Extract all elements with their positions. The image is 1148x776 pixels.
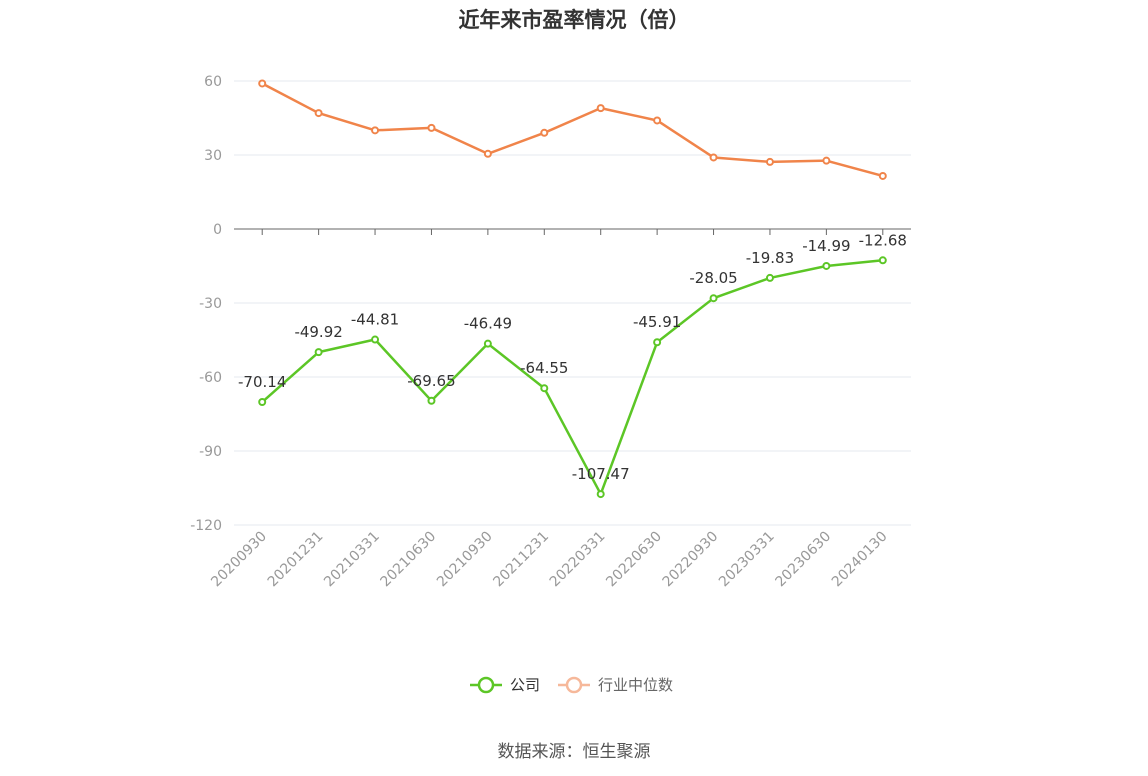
data-label: -70.14 [238, 373, 286, 391]
data-point-industry [483, 149, 492, 158]
data-label: -45.91 [633, 313, 681, 331]
y-tick-label: -30 [199, 296, 222, 312]
y-tick-label: 30 [204, 148, 222, 164]
data-label: -69.65 [407, 372, 455, 390]
data-label: -44.81 [351, 311, 399, 329]
x-tick-label: 20201231 [265, 529, 327, 591]
data-point-industry [765, 157, 774, 166]
data-point-company [765, 273, 774, 282]
label-layer: -70.14 -49.92 -44.81 -69.65 -46.49 -64.55 -107… [238, 231, 907, 483]
x-tick-label: 20220930 [660, 529, 722, 591]
data-point-industry [314, 109, 323, 118]
x-tick-label: 20210331 [321, 529, 383, 591]
x-tick-label: 20211231 [490, 529, 552, 591]
grid-layer [234, 80, 911, 526]
legend[interactable]: 公司 行业中位数 [470, 676, 673, 694]
data-point-company [483, 339, 492, 348]
series-line-company [261, 259, 883, 496]
data-label: -46.49 [464, 315, 512, 333]
series-line-industry [261, 82, 884, 178]
data-point-company [427, 396, 436, 405]
data-point-industry [653, 116, 662, 125]
x-tick-label: 20210930 [434, 529, 496, 591]
data-label: -12.68 [859, 231, 907, 249]
x-tick-label: 20210630 [378, 529, 440, 591]
data-point-company [314, 348, 323, 357]
data-point-industry [258, 79, 267, 88]
x-tick-label: 20230331 [716, 529, 778, 591]
data-point-industry [427, 123, 436, 132]
series-layer [258, 79, 887, 499]
data-label: -19.83 [746, 249, 794, 267]
data-point-industry [371, 126, 380, 135]
data-point-company [653, 338, 662, 347]
legend-item-company[interactable]: 公司 [470, 676, 540, 694]
x-tick-label: 20220630 [603, 529, 665, 591]
chart-title: 近年来市盈率情况（倍） [458, 8, 690, 32]
data-point-industry [822, 156, 831, 165]
data-point-industry [878, 171, 887, 180]
data-point-company [258, 398, 267, 407]
data-label: -28.05 [689, 269, 737, 287]
data-point-company [878, 256, 887, 265]
data-label: -107.47 [572, 465, 630, 483]
data-point-company [596, 490, 605, 499]
x-tick-label: 20230630 [772, 529, 834, 591]
y-tick-label: -90 [199, 444, 222, 460]
y-tick-label: -60 [199, 370, 222, 386]
x-tick-label: 20240130 [829, 529, 891, 591]
data-label: -14.99 [802, 237, 850, 255]
legend-industry-label: 行业中位数 [598, 676, 673, 694]
data-point-industry [540, 128, 549, 137]
x-tick-label: 20220331 [547, 529, 609, 591]
data-point-company [709, 294, 718, 303]
data-label: -64.55 [520, 359, 568, 377]
y-tick-label: 0 [213, 222, 222, 238]
data-point-company [371, 335, 380, 344]
y-tick-label: -120 [190, 518, 222, 534]
legend-company-marker [477, 676, 495, 694]
legend-item-industry[interactable]: 行业中位数 [558, 676, 673, 694]
data-label: -49.92 [294, 323, 342, 341]
legend-company-label: 公司 [510, 676, 540, 694]
y-tick-label: 60 [204, 74, 222, 90]
data-point-company [822, 261, 831, 270]
data-source: 数据来源：恒生聚源 [497, 742, 651, 762]
data-point-company [540, 384, 549, 393]
data-point-industry [709, 153, 718, 162]
legend-industry-marker [565, 676, 583, 694]
data-point-industry [596, 104, 605, 113]
x-tick-label: 20200930 [208, 529, 270, 591]
